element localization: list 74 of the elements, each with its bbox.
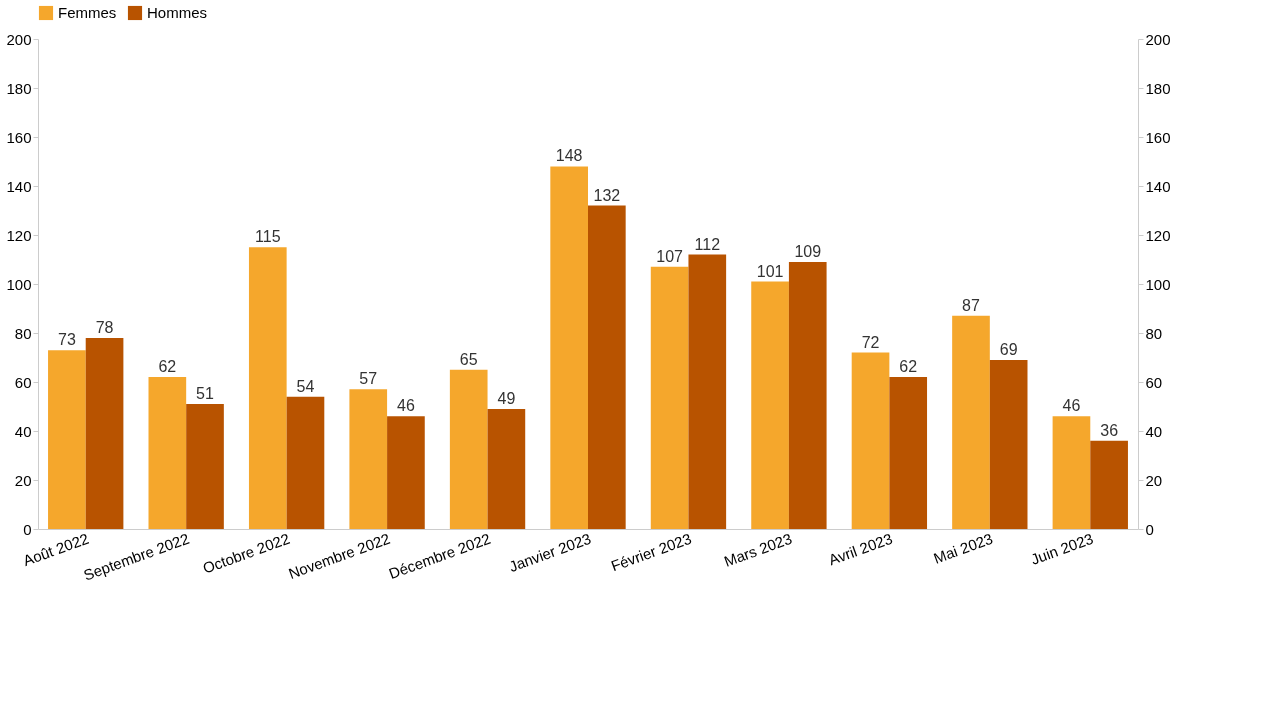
y-tick-label: 120 (6, 226, 32, 244)
bar (449, 369, 488, 529)
bar (48, 350, 86, 529)
y-tick-label: 100 (6, 275, 32, 293)
bar (248, 247, 287, 529)
y-tick-label: 80 (14, 324, 32, 342)
bar (550, 166, 588, 529)
data-label: 107 (656, 247, 684, 265)
y2-tick-label: 40 (1145, 422, 1163, 440)
y2-tick-label: 0 (1145, 520, 1154, 538)
data-label: 73 (57, 331, 76, 349)
data-label: 69 (999, 340, 1018, 358)
x-tick-label: Février 2023 (608, 529, 694, 575)
y2-tick-label: 60 (1145, 373, 1163, 391)
bar (286, 396, 325, 529)
data-label: 132 (593, 186, 621, 204)
data-label: 65 (459, 350, 478, 368)
y2-tick-label: 200 (1145, 30, 1171, 48)
data-label: 109 (794, 242, 822, 260)
data-label: 54 (296, 377, 315, 395)
data-label: 148 (555, 147, 583, 165)
bar (751, 281, 789, 529)
x-tick-label: Juin 2023 (1028, 529, 1096, 568)
bar (85, 337, 124, 529)
x-tick-label: Janvier 2023 (506, 529, 594, 575)
x-tick-label: Avril 2023 (826, 529, 895, 569)
bar (788, 261, 827, 529)
y-tick-label: 20 (14, 471, 32, 489)
y2-tick-label: 140 (1145, 177, 1171, 195)
bar (1052, 416, 1091, 529)
y-tick-label: 200 (6, 30, 32, 48)
data-label: 87 (962, 296, 980, 314)
y-tick-label: 0 (23, 520, 32, 538)
bar (688, 254, 727, 529)
y-tick-label: 140 (6, 177, 32, 195)
y2-tick-label: 160 (1145, 128, 1171, 146)
bar (889, 377, 928, 529)
y-tick-label: 160 (6, 128, 32, 146)
bar (186, 404, 224, 529)
y2-tick-label: 100 (1145, 275, 1171, 293)
data-label: 46 (1062, 397, 1081, 415)
data-label: 62 (899, 358, 918, 376)
y2-tick-label: 180 (1145, 79, 1171, 97)
data-label: 49 (497, 389, 516, 407)
bar (952, 315, 990, 529)
data-label: 46 (397, 397, 415, 415)
bar (989, 359, 1028, 529)
bar (650, 266, 689, 529)
y2-tick-label: 20 (1145, 471, 1163, 489)
data-label: 62 (158, 358, 177, 376)
y-tick-label: 40 (14, 422, 32, 440)
x-tick-label: Mai 2023 (931, 529, 995, 567)
data-label: 78 (95, 318, 114, 336)
data-label: 51 (196, 385, 215, 403)
y2-tick-label: 80 (1145, 324, 1163, 342)
x-tick-label: Mars 2023 (721, 529, 795, 570)
bar (851, 352, 890, 529)
bar (588, 205, 626, 529)
bar (387, 416, 425, 529)
bar (487, 408, 526, 529)
data-label: 57 (359, 370, 378, 388)
y-tick-label: 60 (14, 373, 32, 391)
bar (148, 377, 187, 529)
y2-tick-label: 120 (1145, 226, 1171, 244)
legend-label: Hommes (147, 4, 208, 21)
bar (1090, 440, 1128, 529)
y-tick-label: 180 (6, 79, 32, 97)
bar (349, 389, 388, 529)
data-label: 101 (756, 262, 784, 280)
data-label: 36 (1100, 421, 1119, 439)
data-label: 72 (861, 333, 880, 351)
data-label: 115 (255, 228, 281, 246)
legend-label: Femmes (58, 4, 117, 21)
data-label: 112 (694, 235, 721, 253)
